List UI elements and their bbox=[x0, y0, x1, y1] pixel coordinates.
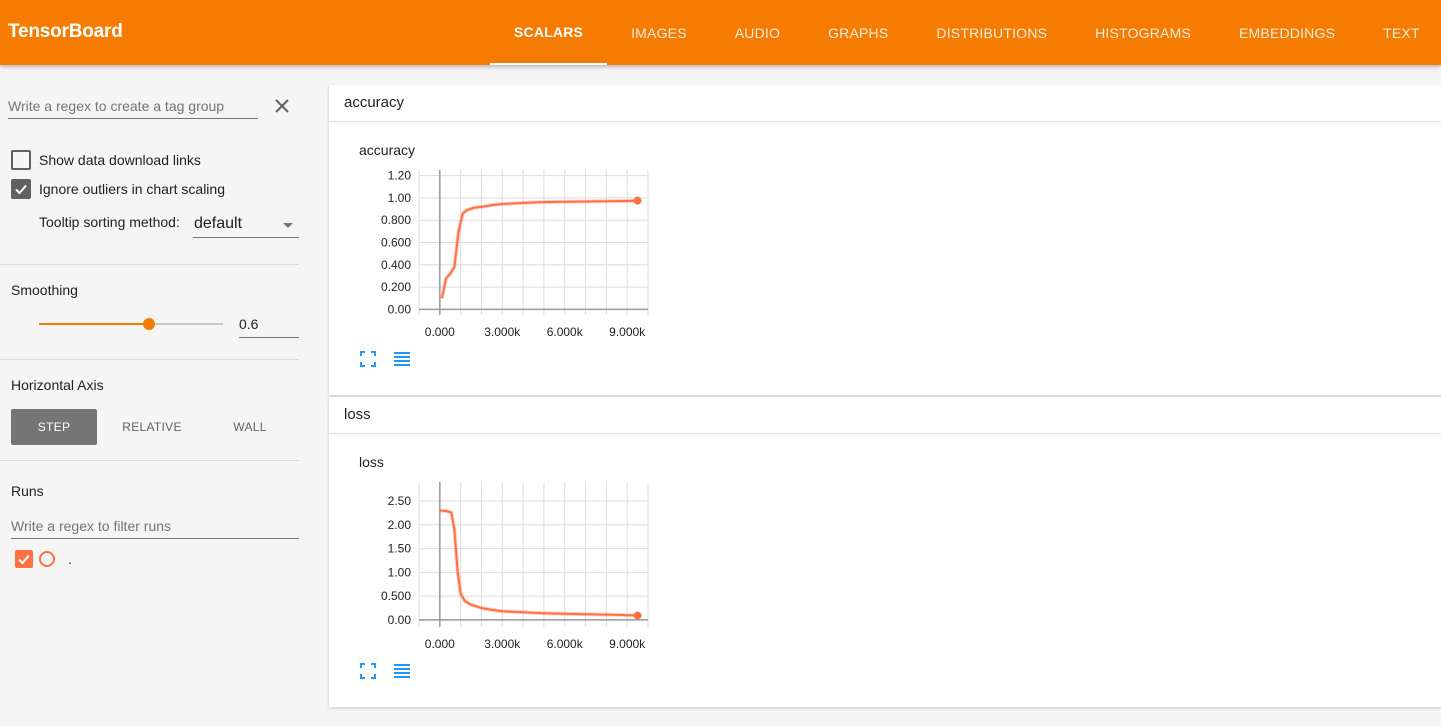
chart-toolbar bbox=[359, 662, 411, 680]
ignore-outliers-checkbox[interactable] bbox=[11, 179, 31, 199]
tag-group-card-accuracy: accuracy accuracy 1.20 1.00 0.800 0.600 0.40… bbox=[329, 85, 1441, 395]
x-tick-label: 9.000k bbox=[609, 325, 646, 339]
y-tick-label: 0.600 bbox=[381, 236, 411, 250]
divider bbox=[0, 460, 299, 461]
y-tick-label: 1.00 bbox=[388, 191, 412, 205]
close-icon[interactable] bbox=[272, 96, 292, 116]
fullscreen-icon[interactable] bbox=[359, 662, 377, 680]
checkmark-icon bbox=[18, 554, 30, 565]
y-tick-label: 1.00 bbox=[388, 565, 412, 579]
fullscreen-icon[interactable] bbox=[359, 350, 377, 368]
tag-group-header[interactable]: loss bbox=[329, 397, 1441, 434]
tag-group-card-loss: loss loss 2.50 2.00 1.50 1.00 0.500 0.00 0.000… bbox=[329, 397, 1441, 707]
smoothing-value: 0.6 bbox=[239, 316, 259, 332]
run-item: . bbox=[15, 550, 72, 568]
tooltip-sort-value: default bbox=[194, 215, 243, 232]
y-tick-label: 0.800 bbox=[381, 213, 411, 227]
tab-graphs[interactable]: GRAPHS bbox=[828, 24, 889, 41]
data-table-icon[interactable] bbox=[393, 662, 411, 680]
app-brand[interactable]: TensorBoard bbox=[8, 21, 123, 42]
y-tick-label: 1.50 bbox=[388, 542, 412, 556]
tab-embeddings[interactable]: EMBEDDINGS bbox=[1239, 24, 1336, 41]
tab-histograms[interactable]: HISTOGRAMS bbox=[1095, 24, 1191, 41]
series-end-point bbox=[633, 196, 642, 205]
tag-group-regex-input[interactable] bbox=[8, 94, 258, 119]
series-line[interactable] bbox=[440, 199, 638, 299]
axis-relative-button[interactable]: RELATIVE bbox=[122, 420, 182, 434]
horizontal-axis-title: Horizontal Axis bbox=[11, 377, 104, 393]
x-tick-label: 0.000 bbox=[425, 325, 455, 339]
divider bbox=[0, 264, 299, 265]
x-tick-label: 6.000k bbox=[547, 637, 584, 651]
runs-filter-input[interactable] bbox=[11, 514, 299, 539]
accuracy-chart[interactable]: 1.20 1.00 0.800 0.600 0.400 0.200 0.00 0.000 3.0… bbox=[359, 165, 659, 345]
ignore-outliers-row[interactable]: Ignore outliers in chart scaling bbox=[11, 179, 225, 199]
loss-chart[interactable]: 2.50 2.00 1.50 1.00 0.500 0.00 0.000 3.000k 6.00… bbox=[359, 477, 659, 657]
x-tick-label: 3.000k bbox=[484, 637, 521, 651]
checkmark-icon bbox=[15, 184, 27, 195]
runs-title: Runs bbox=[11, 483, 44, 499]
x-tick-label: 3.000k bbox=[484, 325, 521, 339]
y-tick-label: 0.00 bbox=[388, 613, 412, 627]
tooltip-sort-select[interactable]: default bbox=[193, 213, 299, 238]
chart-toolbar bbox=[359, 350, 411, 368]
chevron-down-icon bbox=[283, 223, 293, 228]
series-line[interactable] bbox=[439, 509, 638, 617]
tab-text[interactable]: TEXT bbox=[1383, 24, 1420, 41]
top-bar: TensorBoard SCALARS IMAGES AUDIO GRAPHS … bbox=[0, 0, 1441, 65]
y-tick-label: 2.50 bbox=[388, 494, 412, 508]
tag-group-header[interactable]: accuracy bbox=[329, 85, 1441, 122]
data-table-icon[interactable] bbox=[393, 350, 411, 368]
tab-scalars[interactable]: SCALARS bbox=[490, 0, 608, 65]
show-download-links-row[interactable]: Show data download links bbox=[11, 150, 201, 170]
x-tick-label: 6.000k bbox=[547, 325, 584, 339]
x-tick-label: 0.000 bbox=[425, 637, 455, 651]
smoothing-value-input[interactable]: 0.6 bbox=[239, 313, 299, 338]
smoothing-slider[interactable] bbox=[39, 318, 223, 330]
x-tick-label: 9.000k bbox=[609, 637, 646, 651]
run-color-swatch[interactable] bbox=[39, 551, 55, 567]
tab-images[interactable]: IMAGES bbox=[631, 24, 687, 41]
smoothing-slider-thumb[interactable] bbox=[143, 318, 156, 330]
chart-title: accuracy bbox=[359, 142, 416, 158]
dashboard-tabs: SCALARS IMAGES AUDIO GRAPHS DISTRIBUTION… bbox=[490, 0, 1441, 65]
y-tick-label: 0.200 bbox=[381, 280, 411, 294]
y-tick-label: 2.00 bbox=[388, 518, 412, 532]
series-line-raw bbox=[439, 198, 638, 299]
series-line-raw bbox=[439, 508, 638, 618]
smoothing-title: Smoothing bbox=[11, 282, 78, 298]
smoothing-slider-fill bbox=[39, 323, 150, 325]
ignore-outliers-label: Ignore outliers in chart scaling bbox=[39, 181, 225, 197]
show-download-links-label: Show data download links bbox=[39, 152, 201, 168]
divider bbox=[0, 359, 299, 360]
tooltip-sort-label: Tooltip sorting method: bbox=[39, 214, 180, 230]
y-tick-label: 0.400 bbox=[381, 258, 411, 272]
show-download-links-checkbox[interactable] bbox=[11, 150, 31, 170]
tab-audio[interactable]: AUDIO bbox=[734, 24, 781, 41]
tab-distributions[interactable]: DISTRIBUTIONS bbox=[936, 24, 1048, 41]
series-end-point bbox=[633, 611, 642, 620]
run-checkbox[interactable] bbox=[15, 550, 33, 568]
axis-step-button[interactable]: STEP bbox=[11, 409, 97, 445]
y-tick-label: 0.00 bbox=[388, 302, 412, 316]
axis-wall-button[interactable]: WALL bbox=[233, 420, 267, 434]
chart-title: loss bbox=[359, 454, 384, 470]
y-tick-label: 1.20 bbox=[388, 169, 412, 183]
y-tick-label: 0.500 bbox=[381, 589, 411, 603]
run-name: . bbox=[68, 551, 72, 567]
